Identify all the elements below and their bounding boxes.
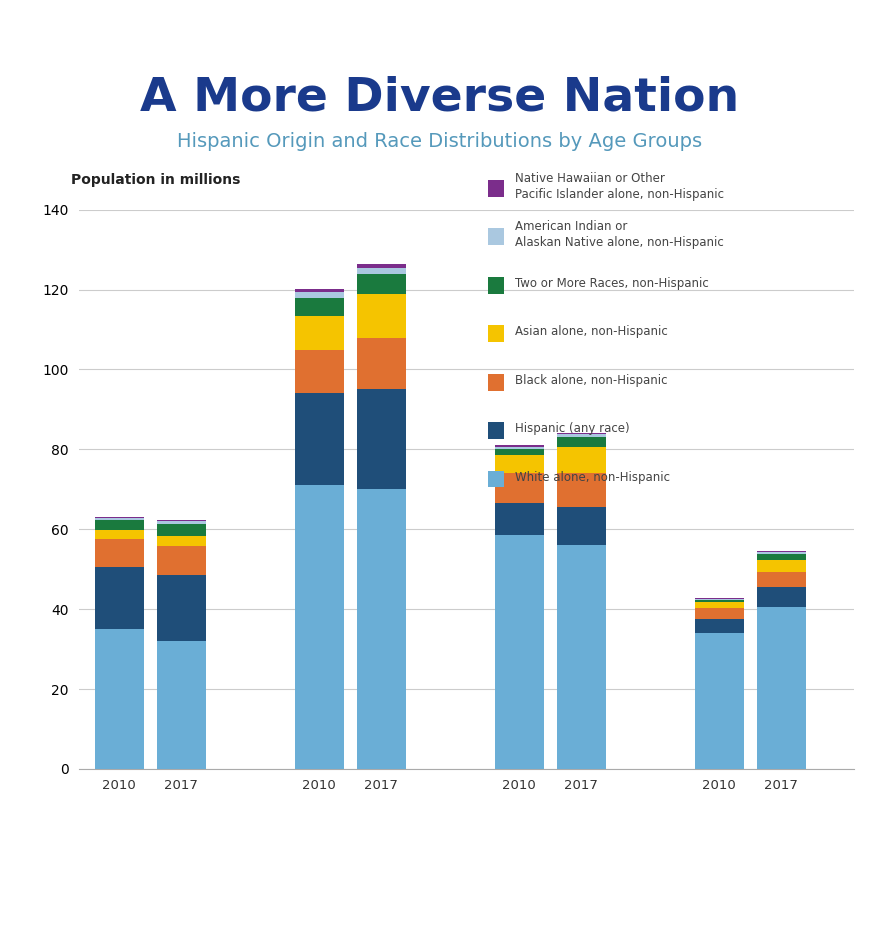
- Bar: [157, 537, 206, 546]
- Bar: [557, 447, 605, 473]
- Bar: [295, 350, 344, 393]
- Text: Source: Vintage 2017 Population Estimates: Source: Vintage 2017 Population Estimate…: [510, 831, 781, 844]
- Bar: [157, 641, 206, 769]
- Bar: [157, 546, 206, 575]
- Bar: [95, 629, 143, 769]
- Bar: [95, 530, 143, 540]
- Text: U.S. Department of Commerce: U.S. Department of Commerce: [180, 827, 394, 840]
- Bar: [695, 600, 744, 602]
- Bar: [295, 486, 344, 769]
- Bar: [295, 292, 344, 297]
- Bar: [95, 517, 143, 518]
- Bar: [157, 520, 206, 521]
- Text: Asian alone, non-Hispanic: Asian alone, non-Hispanic: [515, 325, 668, 338]
- Bar: [356, 390, 406, 489]
- Bar: [557, 507, 605, 545]
- Text: Two or More Races, non-Hispanic: Two or More Races, non-Hispanic: [515, 277, 708, 290]
- Bar: [495, 446, 544, 449]
- Text: Economics and Statistics Administration: Economics and Statistics Administration: [180, 858, 405, 869]
- Bar: [295, 289, 344, 292]
- Text: Bureau: Bureau: [22, 919, 72, 932]
- Bar: [356, 267, 406, 274]
- Bar: [557, 437, 605, 447]
- Bar: [757, 560, 806, 572]
- Bar: [95, 540, 143, 568]
- Text: White alone, non-Hispanic: White alone, non-Hispanic: [515, 471, 670, 484]
- Text: Hispanic (any race): Hispanic (any race): [515, 422, 629, 435]
- Bar: [95, 568, 143, 629]
- Bar: [495, 456, 544, 473]
- Text: Population in millions: Population in millions: [71, 173, 241, 187]
- Text: Hispanic Origin and Race Distributions by Age Groups: Hispanic Origin and Race Distributions b…: [178, 132, 702, 151]
- Text: Black alone, non-Hispanic: Black alone, non-Hispanic: [515, 374, 667, 387]
- Bar: [695, 608, 744, 619]
- Text: American Indian or
Alaskan Native alone, non-Hispanic: American Indian or Alaskan Native alone,…: [515, 220, 723, 250]
- Bar: [757, 587, 806, 607]
- Bar: [695, 598, 744, 600]
- Bar: [295, 393, 344, 486]
- Bar: [757, 554, 806, 560]
- Bar: [757, 607, 806, 769]
- Bar: [157, 524, 206, 537]
- Bar: [157, 575, 206, 641]
- Bar: [695, 633, 744, 769]
- Text: Native Hawaiian or Other
Pacific Islander alone, non-Hispanic: Native Hawaiian or Other Pacific Islande…: [515, 171, 724, 201]
- Bar: [695, 619, 744, 633]
- Bar: [495, 445, 544, 446]
- Bar: [757, 572, 806, 587]
- Bar: [157, 521, 206, 524]
- Text: www.census.gov/programs-surveys/popest.html: www.census.gov/programs-surveys/popest.h…: [510, 870, 795, 884]
- Bar: [557, 545, 605, 769]
- Bar: [557, 433, 605, 434]
- Bar: [557, 473, 605, 507]
- Bar: [495, 449, 544, 456]
- Bar: [295, 297, 344, 316]
- Bar: [95, 518, 143, 520]
- Bar: [356, 265, 406, 267]
- Bar: [356, 337, 406, 390]
- Bar: [557, 434, 605, 437]
- Text: census.gov: census.gov: [180, 912, 255, 925]
- Bar: [495, 503, 544, 535]
- Text: United States™: United States™: [22, 827, 103, 837]
- Bar: [295, 316, 344, 350]
- Text: U.S. CENSUS BUREAU: U.S. CENSUS BUREAU: [180, 885, 314, 896]
- Bar: [757, 552, 806, 554]
- FancyBboxPatch shape: [22, 914, 123, 922]
- Text: Census: Census: [22, 855, 144, 885]
- Bar: [95, 520, 143, 530]
- Bar: [495, 473, 544, 503]
- Bar: [495, 535, 544, 769]
- Bar: [356, 294, 406, 337]
- Bar: [695, 602, 744, 608]
- Text: A More Diverse Nation: A More Diverse Nation: [141, 75, 739, 120]
- Bar: [356, 489, 406, 769]
- Bar: [356, 274, 406, 294]
